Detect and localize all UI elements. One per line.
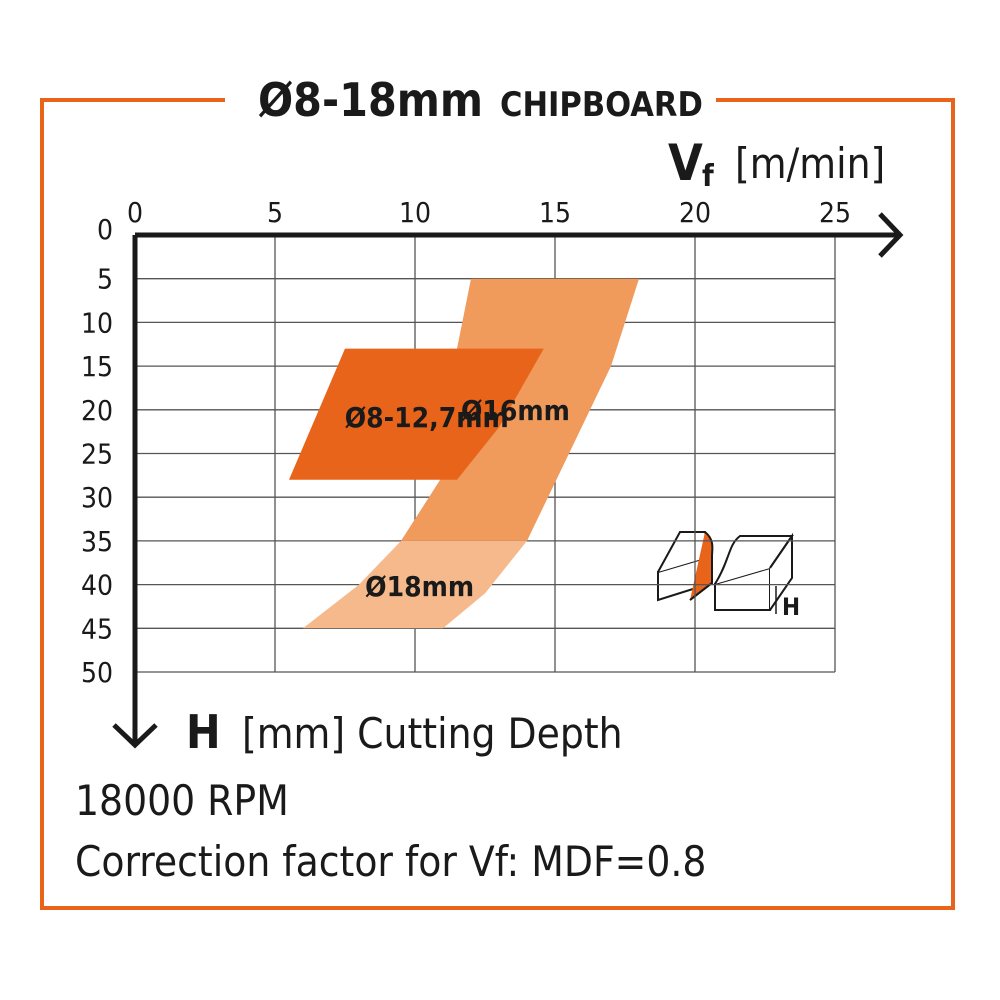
- y-label-text: [mm] Cutting Depth: [242, 709, 623, 758]
- x-tick-label: 0: [127, 196, 143, 229]
- x-tick-label: 25: [819, 196, 851, 229]
- y-axis: [112, 235, 158, 749]
- y-tick-label: 40: [81, 569, 113, 602]
- y-label-symbol: H: [186, 705, 221, 759]
- region-label: Ø8-12,7mm: [345, 401, 509, 434]
- y-tick-label: 5: [97, 263, 113, 296]
- note: Correction factor for Vf: MDF=0.8: [75, 837, 706, 886]
- region-label: Ø16mm: [461, 394, 570, 427]
- x-label-symbol: V: [668, 134, 703, 192]
- x-tick-label: 10: [399, 196, 431, 229]
- chart-subtitle: CHIPBOARD: [500, 85, 703, 125]
- x-label-subscript: f: [702, 159, 714, 194]
- x-tick-label: 15: [539, 196, 571, 229]
- y-tick-label: 25: [81, 438, 113, 471]
- y-tick-label: 15: [81, 350, 113, 383]
- region: [289, 348, 544, 480]
- profile-icon: [657, 531, 794, 614]
- depth-symbol: H: [782, 593, 800, 621]
- y-tick-label: 0: [97, 213, 113, 246]
- x-axis: [135, 212, 904, 258]
- y-tick-label: 45: [81, 612, 113, 645]
- frame: [40, 98, 955, 910]
- region: [303, 540, 527, 629]
- areas: [289, 278, 639, 629]
- y-tick-label: 35: [81, 525, 113, 558]
- y-tick-label: 20: [81, 394, 113, 427]
- y-tick-label: 50: [81, 656, 113, 689]
- region: [401, 278, 639, 541]
- y-tick-label: 10: [81, 306, 113, 339]
- x-tick-label: 5: [267, 196, 283, 229]
- y-tick-label: 30: [81, 481, 113, 514]
- axes: 0 5 10 15 20 25 0 5 10 15 20 25 30 35 40 45 50: [81, 196, 904, 749]
- x-tick-label: 20: [679, 196, 711, 229]
- chart-title: Ø8-18mm: [258, 73, 483, 127]
- note: 18000 RPM: [75, 776, 289, 825]
- x-label-unit: [m/min]: [735, 139, 885, 188]
- region-label: Ø18mm: [365, 570, 474, 603]
